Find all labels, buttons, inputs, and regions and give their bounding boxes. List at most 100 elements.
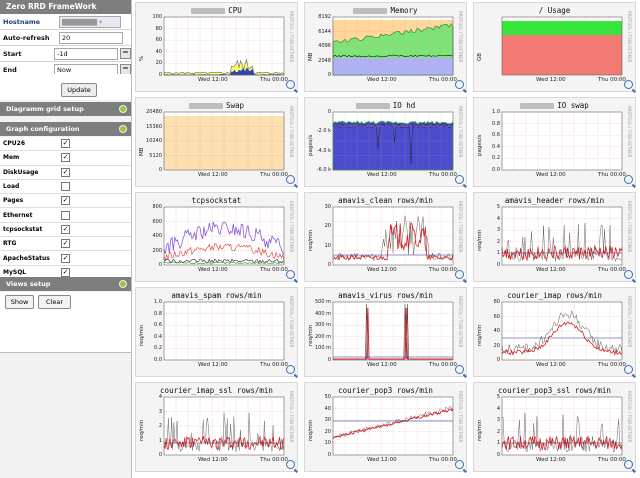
zoom-icon[interactable] xyxy=(286,365,295,374)
graph-item-label: Mem xyxy=(3,154,20,162)
graph-panel-noise[interactable]: courier_pop3_ssl rows/min 5 4 3 2 1 0 req/min We… xyxy=(473,382,636,472)
y-axis-label: req/min xyxy=(477,229,483,251)
graph-title-text: IO swap xyxy=(557,101,589,110)
graph-item-checkbox[interactable] xyxy=(61,182,70,192)
graph-plot xyxy=(501,396,623,456)
graph-panel-usage[interactable]: / Usage GB Wed 12:00 Thu 00:00 RRDTOOL / TOB… xyxy=(473,2,636,92)
graph-item-checkbox[interactable]: ✓ xyxy=(61,196,70,206)
graph-panel-hump[interactable]: courier_imap rows/min 80 60 40 20 0 req/min Wed… xyxy=(473,287,636,377)
y-axis-label: req/min xyxy=(477,324,483,346)
graph-panel-noise[interactable]: amavis_header rows/min 5 4 3 2 1 0 req/min Wed 1… xyxy=(473,192,636,282)
graph-panel-noise[interactable]: courier_imap_ssl rows/min 4 3 2 1 0 req/min Wed… xyxy=(135,382,298,472)
graph-item-checkbox[interactable]: ✓ xyxy=(61,239,70,249)
graph-item-checkbox[interactable]: ✓ xyxy=(61,139,70,149)
graph-title-text: IO hd xyxy=(392,101,416,110)
graph-plot xyxy=(501,16,623,76)
graph-panel-pop3[interactable]: courier_pop3 rows/min 50 40 30 20 10 0 req/min W… xyxy=(304,382,467,472)
x-tick-label: Thu 00:00 xyxy=(260,172,288,178)
graph-title: amavis_header rows/min xyxy=(474,196,635,205)
clear-button[interactable]: Clear xyxy=(38,295,71,309)
y-tick-label: 40 xyxy=(155,48,162,55)
grid-setup-section[interactable]: Diagramm grid setup xyxy=(0,102,131,116)
graph-title: Memory xyxy=(305,6,466,15)
views-setup-label: Views setup xyxy=(6,280,51,288)
update-button[interactable]: Update xyxy=(61,83,97,97)
views-setup-section[interactable]: Views setup xyxy=(0,277,131,291)
graph-panel-clean[interactable]: amavis_clean rows/min 30 20 10 0 req/min Wed 1… xyxy=(304,192,467,282)
graph-panel-virus[interactable]: amavis_virus rows/min 500 m 400 m 300 m 200 … xyxy=(304,287,467,377)
graph-item-checkbox[interactable]: ✓ xyxy=(61,267,70,277)
graph-item-checkbox[interactable] xyxy=(61,210,70,220)
y-tick-label: 60 xyxy=(155,37,162,44)
y-tick-label: 20480 xyxy=(146,109,162,115)
y-tick-label: 2 xyxy=(158,423,162,429)
zoom-icon[interactable] xyxy=(286,270,295,279)
graph-line xyxy=(163,243,285,262)
rrdtool-credit: RRDTOOL / TOBI OETIKER xyxy=(458,11,463,63)
graph-item-checkbox[interactable]: ✓ xyxy=(61,224,70,234)
graph-panel-empty[interactable]: amavis_spam rows/min 1.0 0.8 0.6 0.4 0.2 0.0 re… xyxy=(135,287,298,377)
calendar-icon[interactable] xyxy=(120,48,131,59)
y-axis-label: GB xyxy=(477,52,483,61)
graph-panel-memory[interactable]: Memory 8192 6144 4096 2048 0 MB Wed 12:00 Thu 00… xyxy=(304,2,467,92)
zoom-icon[interactable] xyxy=(455,365,464,374)
show-button[interactable]: Show xyxy=(5,295,34,309)
hostname-select[interactable]: ▇▇▇▇▇▇▇ ▾ xyxy=(59,15,121,28)
zoom-icon[interactable] xyxy=(455,80,464,89)
graph-title: amavis_virus rows/min xyxy=(305,291,466,300)
rrdtool-credit: RRDTOOL / TOBI OETIKER xyxy=(627,296,632,348)
graph-item-cpu26: CPU26 ✓ xyxy=(0,137,131,152)
redacted-hostname xyxy=(188,103,223,109)
graph-panel-iohd[interactable]: IO hd 0 -2.0 k -4.0 k -6.0 k pages/s Wed 12:00… xyxy=(304,97,467,187)
zoom-icon[interactable] xyxy=(455,175,464,184)
zoom-icon[interactable] xyxy=(455,460,464,469)
start-input[interactable]: -1d xyxy=(54,47,118,60)
graph-config-section[interactable]: Graph configuration xyxy=(0,122,131,136)
zoom-icon[interactable] xyxy=(624,80,633,89)
zoom-icon[interactable] xyxy=(624,270,633,279)
graph-item-pages: Pages ✓ xyxy=(0,194,131,209)
graph-panel-swap[interactable]: Swap 20480 15360 10240 5120 0 MB Wed 12:00 Thu 0… xyxy=(135,97,298,187)
graph-item-label: Load xyxy=(3,183,20,191)
graph-item-checkbox[interactable]: ✓ xyxy=(61,253,70,263)
collapse-toggle-icon[interactable] xyxy=(119,280,127,288)
x-tick-label: Wed 12:00 xyxy=(198,267,228,273)
graph-panel-empty[interactable]: IO swap 1.0 0.8 0.6 0.4 0.2 0.0 pages/s Wed 12:0… xyxy=(473,97,636,187)
zoom-icon[interactable] xyxy=(286,460,295,469)
graph-panel-cpu[interactable]: CPU 100 80 60 40 20 0% Wed 12:00 Thu 00:00 RRDTOO… xyxy=(135,2,298,92)
x-tick-label: Wed 12:00 xyxy=(198,77,228,83)
graph-plot xyxy=(332,111,454,171)
y-tick-label: 80 xyxy=(155,25,162,32)
zoom-icon[interactable] xyxy=(286,80,295,89)
collapse-toggle-icon[interactable] xyxy=(119,125,127,133)
autorefresh-input[interactable]: 20 xyxy=(59,31,123,44)
graph-plot xyxy=(332,396,454,456)
x-tick-label: Thu 00:00 xyxy=(598,457,626,463)
redacted-hostname xyxy=(191,8,226,14)
zoom-icon[interactable] xyxy=(286,175,295,184)
y-tick-label: 30 xyxy=(324,417,331,424)
zoom-icon[interactable] xyxy=(624,175,633,184)
y-tick-label: 10 xyxy=(324,440,331,447)
graph-plot xyxy=(501,206,623,266)
zoom-icon[interactable] xyxy=(455,270,464,279)
graph-item-label: ApacheStatus xyxy=(3,254,50,262)
graph-line xyxy=(332,222,454,261)
zoom-icon[interactable] xyxy=(624,460,633,469)
zoom-icon[interactable] xyxy=(624,365,633,374)
graph-title-text: amavis_virus rows/min xyxy=(338,291,433,300)
graph-item-checkbox[interactable]: ✓ xyxy=(61,167,70,177)
rrdtool-credit: RRDTOOL / TOBI OETIKER xyxy=(289,11,294,63)
graph-title: IO hd xyxy=(305,101,466,110)
expand-toggle-icon[interactable] xyxy=(119,105,127,113)
x-tick-label: Thu 00:00 xyxy=(260,362,288,368)
graph-panel-tcp[interactable]: tcpsockstat 800 600 400 200 0 Wed 12:00 Thu 00:… xyxy=(135,192,298,282)
graph-item-checkbox[interactable]: ✓ xyxy=(61,153,70,163)
graph-item-load: Load xyxy=(0,180,131,195)
graph-title: amavis_spam rows/min xyxy=(136,291,297,300)
x-tick-label: Wed 12:00 xyxy=(536,267,566,273)
x-tick-label: Wed 12:00 xyxy=(536,362,566,368)
graph-plot xyxy=(163,301,285,361)
x-tick-label: Thu 00:00 xyxy=(598,77,626,83)
y-tick-label: 1.0 xyxy=(154,299,162,305)
